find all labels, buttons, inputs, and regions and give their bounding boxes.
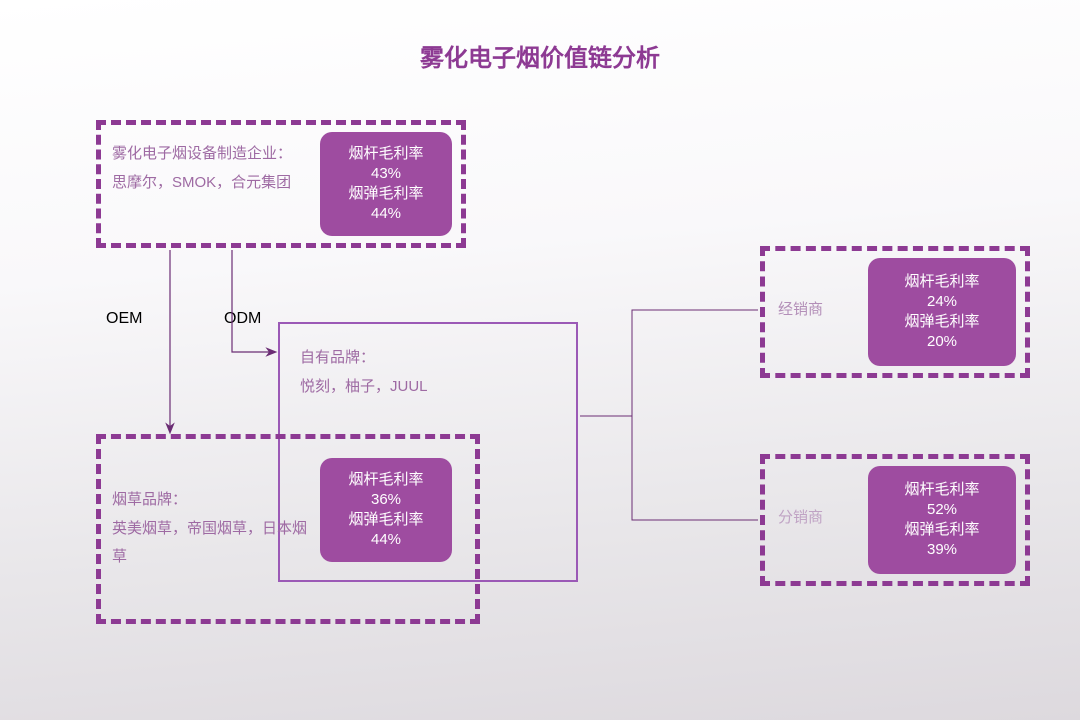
label-manufacturers-line2: 思摩尔，SMOK，合元集团 bbox=[112, 169, 292, 198]
badge-manufacturers-l3: 烟弹毛利率 bbox=[348, 184, 423, 204]
title-text: 雾化电子烟价值链分析 bbox=[420, 45, 660, 72]
badge-brands-l3: 烟弹毛利率 bbox=[348, 510, 423, 530]
label-brands-l2: 英美烟草，帝国烟草，日本烟草 bbox=[112, 515, 312, 572]
badge-dealers-l2: 24% bbox=[927, 292, 957, 312]
badge-dealers: 烟杆毛利率 24% 烟弹毛利率 20% bbox=[868, 258, 1016, 366]
label-manufacturers: 雾化电子烟设备制造企业： 思摩尔，SMOK，合元集团 bbox=[112, 140, 292, 197]
badge-distributors-l4: 39% bbox=[927, 540, 957, 560]
label-distributors-l1: 分销商 bbox=[778, 504, 823, 533]
label-own-brands-l2: 悦刻，柚子，JUUL bbox=[300, 373, 428, 402]
badge-manufacturers-l4: 44% bbox=[371, 204, 401, 224]
badge-distributors-l2: 52% bbox=[927, 500, 957, 520]
badge-distributors: 烟杆毛利率 52% 烟弹毛利率 39% bbox=[868, 466, 1016, 574]
arrow-label-odm: ODM bbox=[224, 310, 261, 328]
badge-manufacturers: 烟杆毛利率 43% 烟弹毛利率 44% bbox=[320, 132, 452, 236]
page-title: 雾化电子烟价值链分析 bbox=[0, 38, 1080, 73]
split-connector bbox=[580, 310, 758, 520]
badge-brands: 烟杆毛利率 36% 烟弹毛利率 44% bbox=[320, 458, 452, 562]
arrow-label-oem: OEM bbox=[106, 310, 142, 328]
label-dealers-l1: 经销商 bbox=[778, 296, 823, 325]
arrow-odm bbox=[232, 250, 275, 352]
label-manufacturers-line1: 雾化电子烟设备制造企业： bbox=[112, 140, 292, 169]
label-brands: 烟草品牌： 英美烟草，帝国烟草，日本烟草 bbox=[112, 486, 312, 572]
label-brands-l1: 烟草品牌： bbox=[112, 486, 312, 515]
badge-brands-l2: 36% bbox=[371, 490, 401, 510]
badge-distributors-l3: 烟弹毛利率 bbox=[904, 520, 979, 540]
label-distributors: 分销商 bbox=[778, 504, 823, 533]
badge-brands-l4: 44% bbox=[371, 530, 401, 550]
label-dealers: 经销商 bbox=[778, 296, 823, 325]
label-own-brands-l1: 自有品牌： bbox=[300, 344, 428, 373]
badge-manufacturers-l2: 43% bbox=[371, 164, 401, 184]
label-own-brands: 自有品牌： 悦刻，柚子，JUUL bbox=[300, 344, 428, 401]
badge-brands-l1: 烟杆毛利率 bbox=[348, 470, 423, 490]
badge-dealers-l3: 烟弹毛利率 bbox=[904, 312, 979, 332]
badge-dealers-l1: 烟杆毛利率 bbox=[904, 272, 979, 292]
badge-manufacturers-l1: 烟杆毛利率 bbox=[348, 144, 423, 164]
badge-dealers-l4: 20% bbox=[927, 332, 957, 352]
badge-distributors-l1: 烟杆毛利率 bbox=[904, 480, 979, 500]
